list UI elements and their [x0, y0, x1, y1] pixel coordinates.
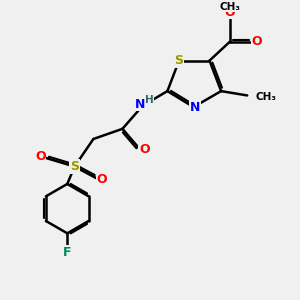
Text: S: S: [175, 54, 184, 67]
Text: S: S: [70, 160, 79, 173]
Text: F: F: [63, 246, 71, 259]
Text: O: O: [251, 35, 262, 48]
Text: H: H: [145, 95, 154, 105]
Text: O: O: [96, 173, 107, 186]
Text: N: N: [135, 98, 145, 111]
Text: O: O: [35, 150, 46, 163]
Text: CH₃: CH₃: [219, 2, 240, 12]
Text: CH₃: CH₃: [255, 92, 276, 102]
Text: O: O: [139, 142, 149, 156]
Text: N: N: [190, 100, 200, 114]
Text: O: O: [224, 6, 235, 19]
